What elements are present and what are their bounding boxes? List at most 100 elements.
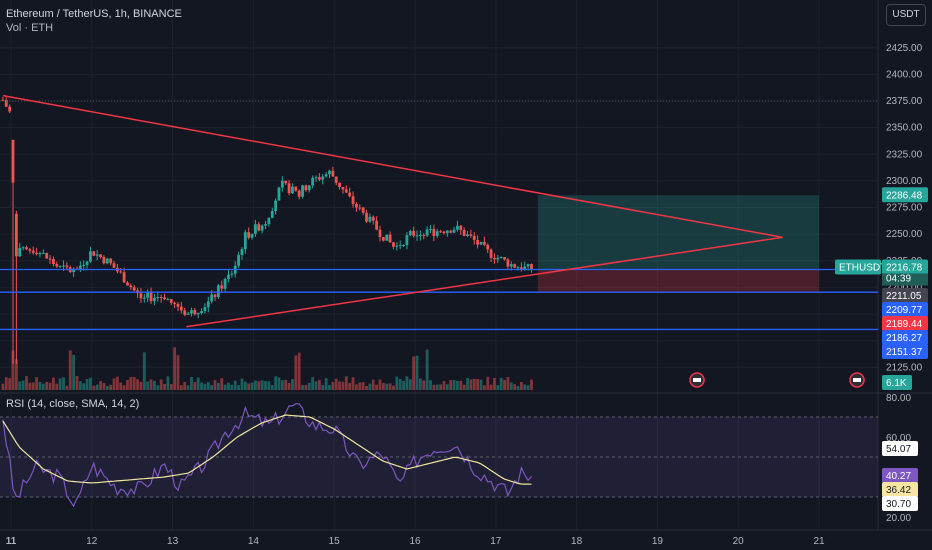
candle-body (179, 306, 183, 311)
candle-body (321, 176, 325, 180)
volume-bar (41, 383, 45, 390)
volume-bar (395, 376, 399, 390)
volume-bar (472, 378, 476, 390)
candle-body (429, 228, 432, 230)
rsi-tick-label: 20.00 (886, 513, 911, 524)
upper-trendline[interactable] (2, 94, 783, 239)
candle-body (45, 252, 49, 259)
stop-loss-zone[interactable] (537, 269, 819, 293)
volume-bar (68, 350, 72, 390)
volume-bar (95, 384, 99, 390)
candle-body (28, 249, 32, 251)
candle-body (503, 257, 506, 260)
volume-bar (415, 355, 419, 390)
candle-body (361, 207, 365, 213)
candle-body (425, 229, 429, 236)
volume-bar (341, 381, 345, 390)
time-tick-label: 15 (329, 536, 341, 547)
triangle-pattern[interactable] (2, 94, 783, 328)
candle-body (267, 217, 271, 225)
candle-body (190, 310, 193, 314)
time-tick-label: 11 (6, 536, 17, 547)
price-tick-label: 2375.00 (886, 96, 923, 107)
volume-bar (223, 384, 227, 390)
candle-body (331, 170, 335, 177)
volume-bar (422, 380, 426, 390)
symbol-price-tag: ETHUSDT (839, 263, 886, 274)
candle-body (11, 139, 15, 183)
volume-bar (523, 384, 527, 390)
volume-bar (388, 383, 392, 390)
volume-bar (344, 376, 348, 390)
candle-body (210, 294, 214, 302)
volume-bar (513, 384, 517, 390)
horizontal-lines[interactable] (0, 100, 878, 331)
candle-body (8, 106, 12, 112)
candle-body (466, 234, 469, 236)
time-tick-label: 14 (248, 536, 260, 547)
candle-body (489, 249, 493, 258)
candle-body (89, 251, 92, 262)
us-flag-icon-stripe (853, 378, 861, 382)
volume-bar (496, 385, 500, 390)
candle-body (365, 212, 368, 222)
time-tick-label: 18 (571, 536, 583, 547)
volume-bar (476, 378, 480, 390)
candle-body (240, 249, 244, 255)
candle-body (344, 189, 348, 193)
candle-body (519, 267, 523, 270)
candle-body (432, 228, 436, 236)
price-tick-label: 2325.00 (886, 149, 923, 160)
volume-bar (183, 381, 187, 390)
volume-value-tag-bg (882, 375, 912, 390)
candle-body (297, 190, 301, 197)
volume-bar (139, 381, 143, 390)
rsi-value-tag: 36.42 (886, 485, 911, 496)
volume-bar (328, 384, 331, 390)
us-flag-icon-stripe (693, 378, 701, 382)
volume-bar (526, 385, 530, 390)
candle-body (530, 264, 533, 270)
take-profit-zone[interactable] (537, 195, 819, 270)
volume-bar (65, 385, 69, 390)
candle-body (72, 268, 76, 273)
candle-body (445, 230, 449, 234)
volume-bar (159, 379, 163, 390)
volume-bar (237, 385, 240, 390)
volume-bar (260, 380, 264, 390)
event-flags[interactable] (689, 372, 865, 388)
candle-body (173, 302, 177, 305)
candle-body (264, 224, 267, 226)
volume-bar (11, 350, 15, 390)
volume-bar (301, 385, 304, 390)
candle-body (203, 307, 207, 312)
candle-body (243, 232, 247, 250)
time-axis: 11 12 13 14 15 16 17 18 19 20 21 (6, 536, 825, 547)
volume-bar (482, 385, 486, 390)
volume-bar (89, 377, 92, 390)
volume-bar (456, 380, 459, 390)
currency-button[interactable]: USDT (886, 4, 926, 26)
volume-bar (284, 379, 288, 390)
candle-body (469, 234, 473, 236)
volume-bar (371, 379, 375, 390)
candle-body (257, 224, 261, 231)
volume-bar (516, 385, 520, 390)
volume-bar (99, 381, 102, 390)
candle-body (482, 241, 486, 245)
candle-body (274, 200, 278, 212)
time-tick-label: 13 (167, 536, 179, 547)
volume-bar (355, 384, 358, 390)
candle-body (280, 180, 284, 188)
volume-bar (375, 384, 379, 390)
candle-body (4, 100, 8, 107)
lower-trendline[interactable] (186, 236, 783, 328)
candle-body (109, 258, 113, 264)
position-box[interactable] (537, 195, 819, 293)
volume-bar (78, 381, 82, 390)
volume-bar (200, 382, 203, 390)
volume-bar (479, 379, 483, 390)
symbol-title: Ethereum / TetherUS, 1h, BINANCE (6, 8, 182, 20)
candle-body (105, 258, 109, 264)
